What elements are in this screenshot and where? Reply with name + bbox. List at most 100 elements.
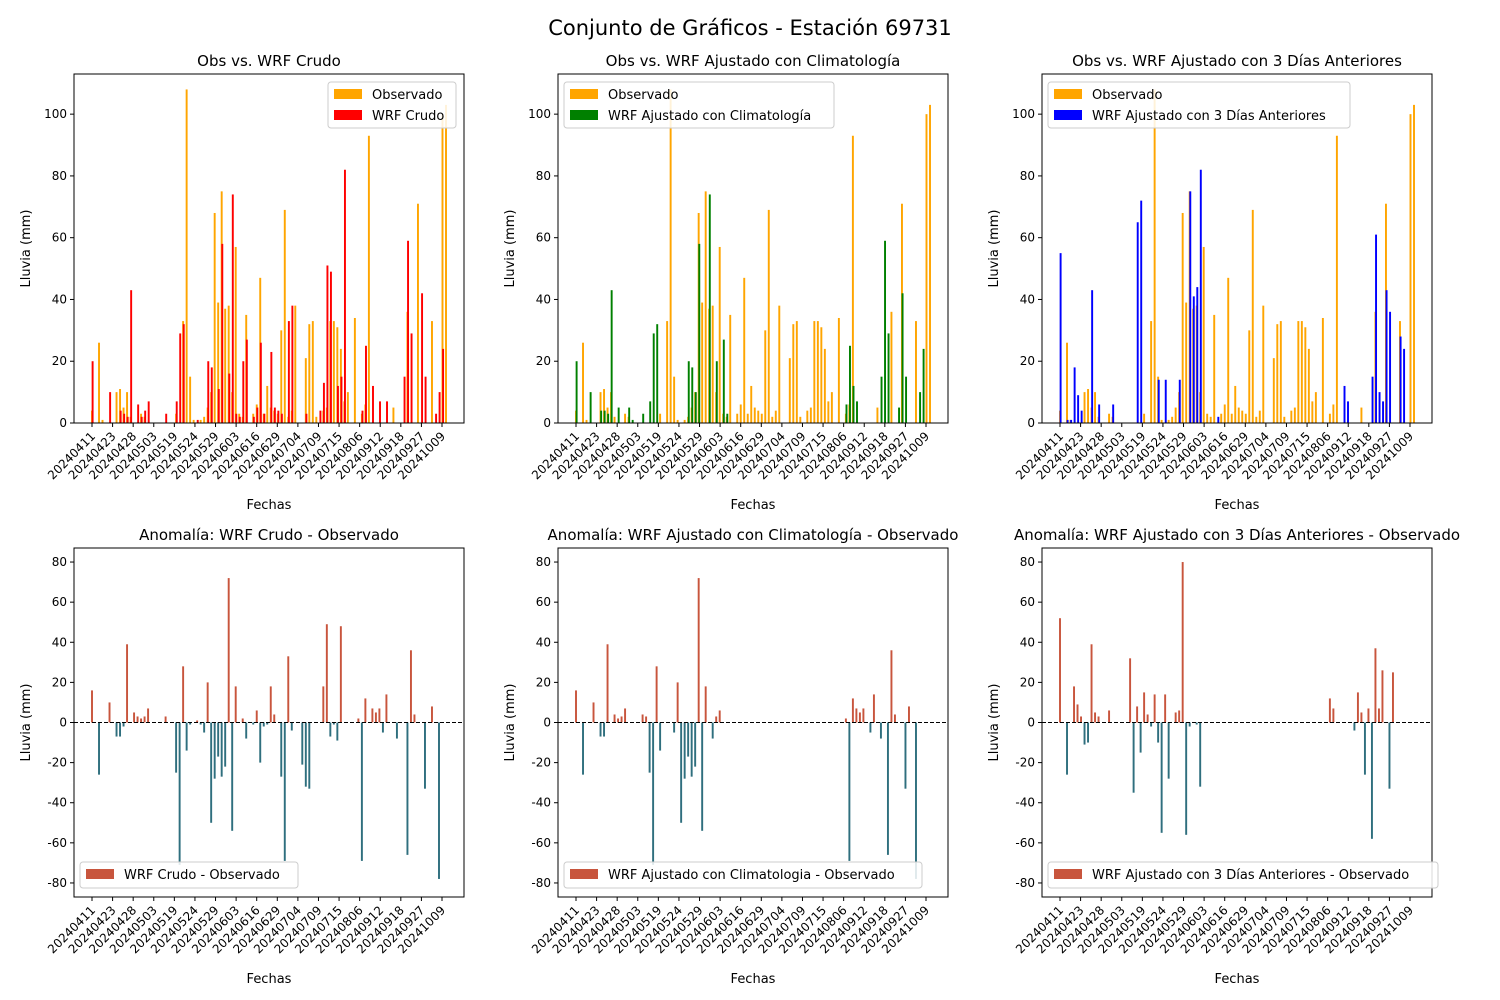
bar-2-93 bbox=[902, 293, 904, 423]
y-tick-label-6: 40 bbox=[52, 635, 67, 649]
bar-2-9 bbox=[123, 414, 125, 423]
bar-1-51 bbox=[754, 408, 756, 423]
bar-1-77 bbox=[845, 718, 847, 722]
y-tick-label-7: 60 bbox=[52, 595, 67, 609]
bar-1-14 bbox=[624, 708, 626, 722]
bar-1-40 bbox=[1199, 723, 1201, 787]
bar-1-7 bbox=[1084, 392, 1086, 423]
bar-2-0 bbox=[576, 361, 578, 423]
y-tick-label-5: 20 bbox=[536, 675, 551, 689]
bar-1-90 bbox=[890, 312, 892, 423]
bar-1-69 bbox=[1301, 321, 1303, 423]
bar-1-84 bbox=[869, 723, 871, 733]
y-tick-label-1: 20 bbox=[1020, 354, 1035, 368]
bar-1-26 bbox=[666, 321, 668, 423]
y-tick-label-2: 40 bbox=[52, 292, 67, 306]
bar-1-24 bbox=[659, 723, 661, 751]
bar-2-94 bbox=[905, 377, 907, 423]
bar-1-0 bbox=[91, 690, 93, 722]
bar-1-71 bbox=[1308, 349, 1310, 423]
x-axis-label: Fechas bbox=[731, 498, 776, 513]
bar-1-61 bbox=[789, 358, 791, 423]
bar-1-90 bbox=[406, 723, 408, 855]
bar-1-91 bbox=[894, 714, 896, 722]
bar-2-9 bbox=[1091, 290, 1093, 423]
bar-1-34 bbox=[1178, 710, 1180, 722]
bar-1-55 bbox=[284, 723, 286, 861]
bar-1-4 bbox=[1073, 686, 1075, 722]
bar-1-2 bbox=[1066, 343, 1068, 423]
bar-1-26 bbox=[182, 666, 184, 722]
legend: Observado WRF Crudo bbox=[328, 82, 456, 128]
bar-1-72 bbox=[827, 401, 829, 423]
bar-1-6 bbox=[1080, 716, 1082, 722]
bar-1-5 bbox=[1077, 704, 1079, 722]
bar-1-28 bbox=[673, 377, 675, 423]
bar-1-29 bbox=[1161, 723, 1163, 833]
bar-1-30 bbox=[1164, 694, 1166, 722]
bar-1-10 bbox=[126, 644, 128, 722]
bar-1-52 bbox=[273, 714, 275, 722]
panel-title: Obs vs. WRF Crudo bbox=[197, 52, 341, 70]
bar-2-82 bbox=[379, 401, 381, 423]
y-axis-label: Lluvia (mm) bbox=[19, 684, 34, 762]
y-tick-label-0: 0 bbox=[543, 416, 551, 430]
bar-1-86 bbox=[876, 408, 878, 423]
bar-2-97 bbox=[1400, 337, 1402, 423]
bar-2-80 bbox=[372, 386, 374, 423]
bar-2-24 bbox=[176, 401, 178, 423]
bar-1-68 bbox=[1297, 321, 1299, 423]
bar-1-2 bbox=[1066, 723, 1068, 775]
bar-2-16 bbox=[148, 401, 150, 423]
bar-1-67 bbox=[810, 408, 812, 423]
legend-label-0: Observado bbox=[372, 88, 443, 103]
bar-2-10 bbox=[127, 417, 129, 423]
bar-1-92 bbox=[413, 714, 415, 722]
bar-1-11 bbox=[614, 714, 616, 722]
bar-2-43 bbox=[726, 414, 728, 423]
legend-swatch-0 bbox=[334, 89, 362, 99]
bar-2-90 bbox=[407, 241, 409, 423]
y-tick-label-3: 60 bbox=[52, 231, 67, 245]
bar-1-56 bbox=[1255, 417, 1257, 423]
bar-2-8 bbox=[604, 411, 606, 423]
bar-1-13 bbox=[621, 716, 623, 722]
bar-2-22 bbox=[1137, 222, 1139, 423]
bar-1-37 bbox=[221, 723, 223, 777]
bar-2-4 bbox=[590, 392, 592, 423]
y-tick-label-3: 60 bbox=[536, 231, 551, 245]
legend-swatch-0 bbox=[570, 869, 598, 879]
bar-2-7 bbox=[600, 411, 602, 423]
bar-2-22 bbox=[653, 333, 655, 423]
bar-2-10 bbox=[611, 290, 613, 423]
bar-1-97 bbox=[431, 706, 433, 722]
bar-2-99 bbox=[923, 349, 925, 423]
bar-1-8 bbox=[1087, 723, 1089, 743]
bar-2-52 bbox=[274, 408, 276, 423]
legend-label-0: Observado bbox=[608, 88, 679, 103]
bar-1-89 bbox=[887, 723, 889, 855]
bar-1-64 bbox=[1283, 417, 1285, 423]
bar-1-71 bbox=[340, 626, 342, 722]
legend-swatch-0 bbox=[1054, 869, 1082, 879]
y-tick-label-4: 80 bbox=[52, 169, 67, 183]
bar-1-63 bbox=[796, 321, 798, 423]
bar-1-90 bbox=[1374, 648, 1376, 722]
bar-1-66 bbox=[1290, 411, 1292, 423]
bar-2-47 bbox=[256, 408, 258, 423]
x-axis-label: Fechas bbox=[247, 972, 292, 987]
bar-1-47 bbox=[740, 404, 742, 423]
bar-2-12 bbox=[618, 408, 620, 423]
bar-1-29 bbox=[677, 682, 679, 722]
bar-1-27 bbox=[1154, 694, 1156, 722]
y-axis-label: Lluvia (mm) bbox=[503, 684, 518, 762]
bar-2-88 bbox=[884, 241, 886, 423]
bar-2-21 bbox=[649, 401, 651, 423]
bar-2-40 bbox=[716, 361, 718, 423]
bar-1-27 bbox=[670, 89, 672, 423]
bar-1-81 bbox=[859, 712, 861, 722]
bar-2-39 bbox=[228, 374, 230, 423]
bar-1-87 bbox=[880, 723, 882, 739]
bar-1-35 bbox=[214, 723, 216, 779]
bar-1-70 bbox=[820, 327, 822, 423]
